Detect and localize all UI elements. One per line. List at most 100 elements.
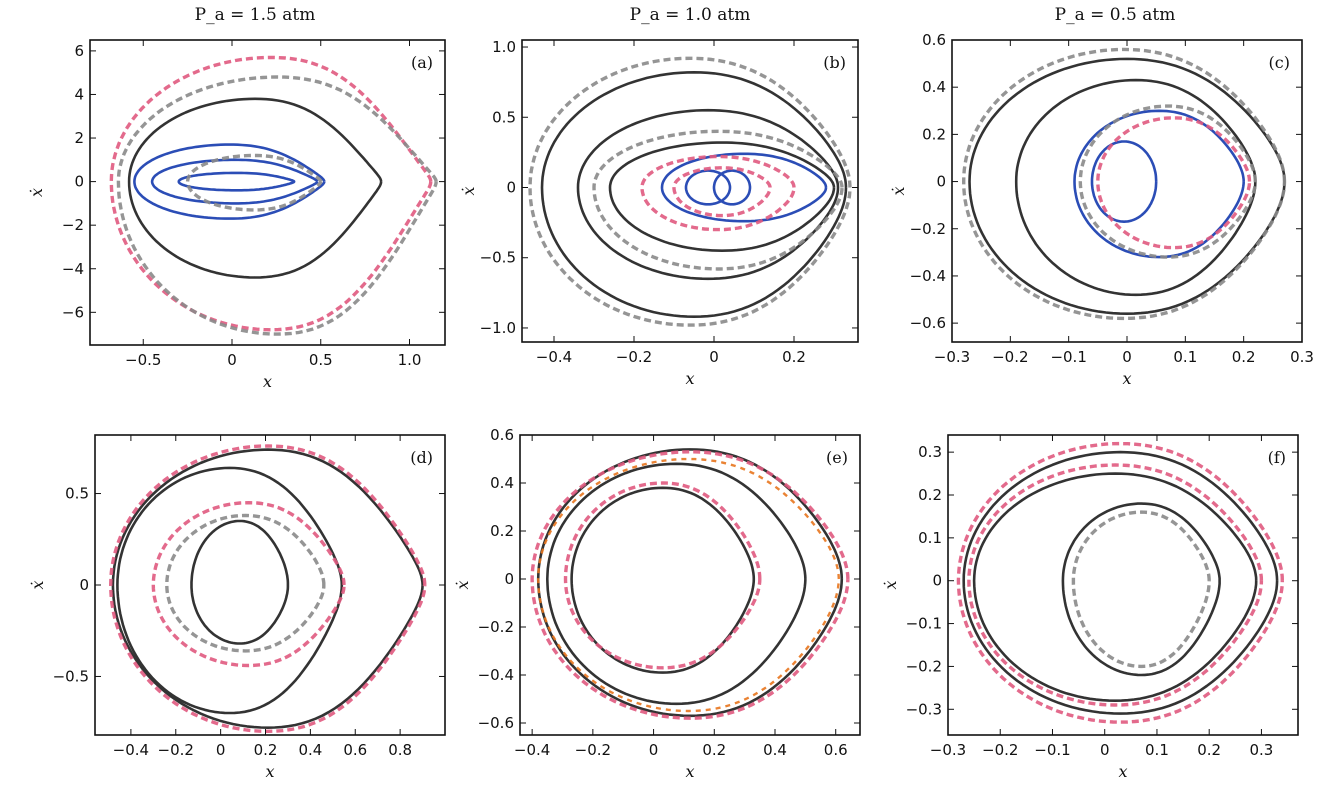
phase-trajectory-simulated (972, 472, 1258, 702)
y-tick-label: −0.2 (910, 220, 946, 238)
y-tick-label: −0.2 (478, 618, 514, 636)
y-tick-label: 0.2 (918, 486, 942, 504)
panel-label: (d) (410, 448, 433, 467)
phase-trajectory-simulated (540, 71, 848, 318)
x-tick-label: 0.6 (824, 741, 848, 759)
y-axis-label: ẋ (27, 188, 46, 197)
phase-trajectory-reference-gray (1078, 104, 1257, 259)
phase-trajectory-simulated (608, 141, 836, 252)
x-axis-label: x (685, 369, 694, 388)
x-tick-label: −0.4 (113, 741, 149, 759)
y-tick-label: 0 (936, 173, 946, 191)
panel-label: (f) (1268, 448, 1286, 467)
series-group (528, 56, 852, 327)
phase-trajectory-reference-gray (592, 129, 844, 271)
series-group (956, 441, 1284, 724)
x-tick-label: 0.2 (782, 348, 806, 366)
phase-trajectory-reference-gray (1071, 510, 1211, 669)
phase-trajectory-reference-pink (109, 55, 433, 332)
phase-trajectory-reference-pink (109, 444, 427, 733)
x-tick-label: 0.1 (1145, 741, 1169, 759)
phase-trajectory-reference-pink (530, 450, 850, 720)
panel-f: −0.3 −0.2 −0.1 0 0.1 0.2 0.3 −0.3 −0.2 −0.1 0 0.1 0.… (881, 434, 1299, 781)
y-tick-label: −0.4 (910, 267, 946, 285)
x-tick-label: 0 (1100, 741, 1110, 759)
y-tick-label: −4 (62, 260, 84, 278)
panel-label: (a) (411, 53, 433, 72)
plot-frame (521, 39, 859, 343)
y-tick-label: −0.3 (906, 700, 942, 718)
y-tick-label: 0.3 (918, 443, 942, 461)
x-tick-label: −0.2 (982, 741, 1018, 759)
y-tick-label: 4 (74, 85, 84, 103)
y-tick-label: 6 (74, 42, 84, 60)
panel-a: −0.5 0 0.5 1.0 −6 −4 −2 0 2 4 6 x ẋ (a) (27, 39, 446, 391)
y-tick-label: 0 (506, 178, 516, 196)
x-tick-label: −0.1 (1034, 741, 1070, 759)
x-tick-label: 0.3 (1250, 741, 1274, 759)
x-tick-label: −0.2 (158, 741, 194, 759)
panel-b: −0.4 −0.2 0 0.2 −1.0 −0.5 0 0.5 1.0 x ẋ (b) (459, 38, 859, 388)
phase-trajectory-simulated (570, 486, 756, 674)
x-tick-label: −0.2 (616, 348, 652, 366)
phase-trajectory-simulated (536, 448, 844, 718)
y-tick-label: 0.4 (922, 78, 946, 96)
phase-trajectory-reference-pink (1096, 116, 1252, 250)
y-tick-label: 0.2 (490, 522, 514, 540)
panel-e: −0.4 −0.2 0 0.2 0.4 0.6−0.6−0.4−0.200.20.40.6… (453, 426, 861, 781)
x-tick-label: 0.2 (1197, 741, 1221, 759)
y-tick-label: −6 (62, 303, 84, 321)
phase-trajectory-simulated-top-row-inner (660, 152, 828, 223)
y-axis-label: ẋ (453, 580, 472, 589)
y-axis-label: ẋ (889, 186, 908, 195)
x-tick-label: −0.5 (125, 351, 161, 369)
phase-trajectory-simulated (111, 448, 424, 729)
x-tick-label: 0 (216, 741, 226, 759)
y-tick-label: −0.6 (478, 714, 514, 732)
y-tick-label: −0.6 (910, 314, 946, 332)
phase-trajectory-reference-gray (116, 75, 438, 336)
phase-trajectory-reference-gray (528, 56, 852, 327)
x-tick-label: 0 (709, 348, 719, 366)
phase-trajectory-reference-gray (165, 513, 326, 653)
y-tick-label: 0 (932, 572, 942, 590)
x-tick-label: 0 (1122, 348, 1132, 366)
plot-frame (947, 434, 1299, 736)
x-axis-label: x (1122, 369, 1131, 388)
y-tick-label: 0.5 (492, 108, 516, 126)
series-group (109, 444, 427, 733)
phase-trajectory-simulated (1061, 502, 1221, 677)
column-title-2: P_a = 1.0 atm (630, 5, 751, 25)
y-tick-label: 0.2 (922, 125, 946, 143)
y-tick-label: 0.5 (65, 485, 89, 503)
phase-trajectory-simulated (962, 450, 1279, 715)
x-tick-label: 0 (227, 351, 237, 369)
plot-frame (519, 434, 861, 736)
y-axis-label: ẋ (881, 580, 900, 589)
column-title-3: P_a = 0.5 atm (1055, 5, 1176, 25)
phase-trajectory-simulated-top-row-inner (150, 158, 319, 205)
plot-frame (94, 434, 446, 736)
x-tick-label: −0.3 (930, 741, 966, 759)
x-axis-label: x (263, 372, 272, 391)
phase-trajectory-simulated (576, 108, 840, 281)
y-tick-label: −2 (62, 216, 84, 234)
x-tick-label: −0.2 (992, 348, 1028, 366)
phase-trajectory-simulated (127, 97, 383, 279)
phase-trajectory-reference-gray (962, 47, 1287, 321)
y-tick-label: 0.6 (922, 31, 946, 49)
x-tick-label: 0.2 (254, 741, 278, 759)
phase-trajectory-simulated (190, 519, 290, 645)
phase-trajectory-simulated (116, 466, 344, 715)
y-axis-label: ẋ (28, 580, 47, 589)
y-tick-label: −1.0 (480, 319, 516, 337)
x-tick-label: 0.3 (1290, 348, 1314, 366)
panel-label: (e) (826, 448, 848, 467)
series-group (962, 47, 1287, 321)
phase-trajectory-reference-pink (672, 166, 772, 218)
phase-trajectory-reference-pink (956, 441, 1284, 724)
phase-trajectory-reference-pink (640, 154, 796, 232)
y-tick-label: 0.1 (918, 529, 942, 547)
x-tick-label: 0.1 (1173, 348, 1197, 366)
